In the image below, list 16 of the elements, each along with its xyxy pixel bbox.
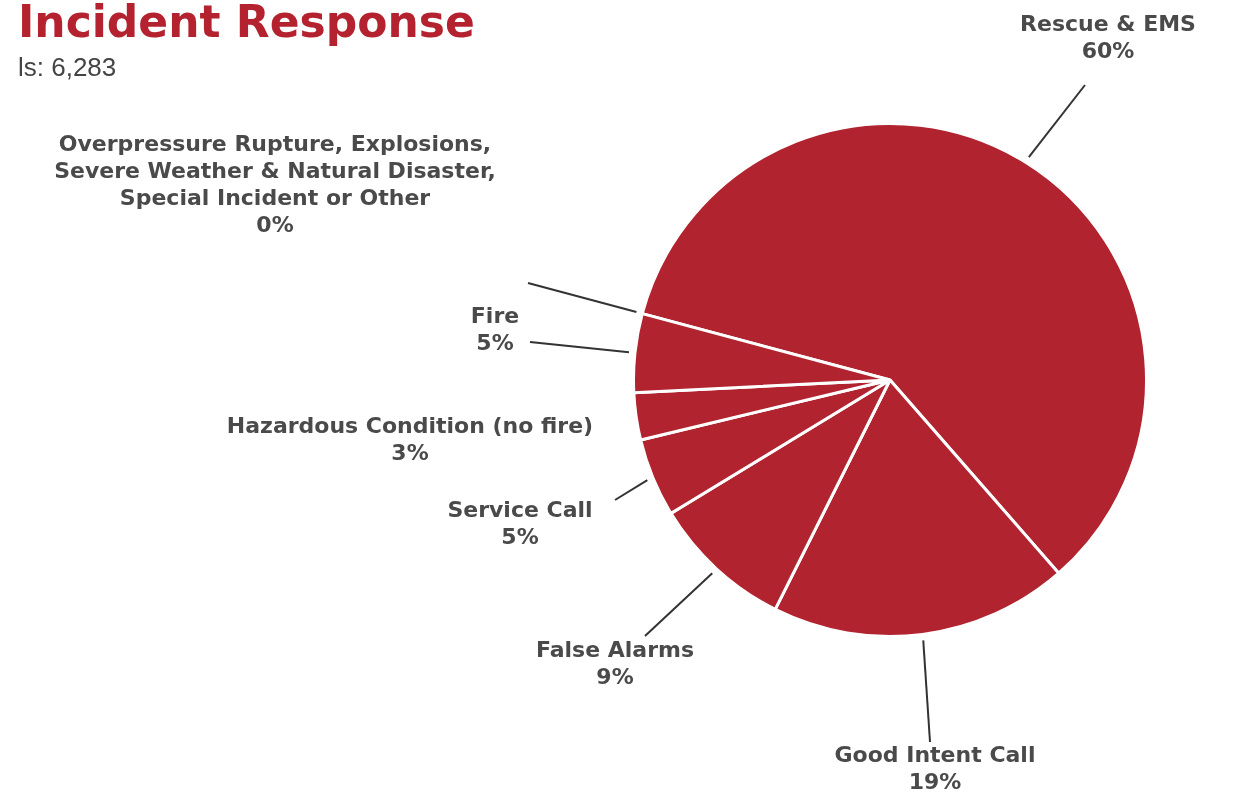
text: 0% [256,211,294,237]
slice-label: Service Call [447,496,593,522]
text: ls: 6,283 [18,52,117,83]
data-label: 9% [596,663,634,689]
slice-label: Rescue & EMS [1020,10,1196,36]
slice-label: Hazardous Condition (no fire) [226,412,594,438]
category-label: Overpressure Rupture, Explosions, Severe Weather & Natural Disaster, Special Incident or Other [54,130,496,210]
data-label: 60% [1081,37,1135,63]
chart-title: Incident Response [18,0,475,47]
slice-label: Good Intent Call [834,741,1036,767]
slice-label: Fire [470,302,520,328]
slice-label: False Alarms [535,636,695,662]
data-label: 5% [501,523,539,549]
data-label: 5% [476,329,514,355]
data-label: 3% [391,439,429,465]
data-label: 19% [908,768,962,794]
